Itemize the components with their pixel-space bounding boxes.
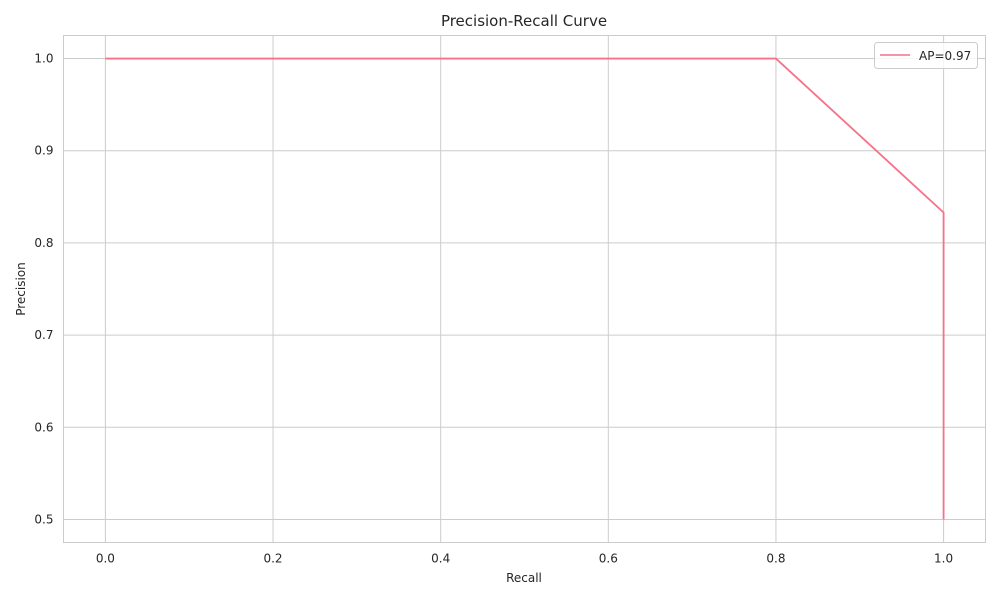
x-tick-label: 0.8 [766,552,785,566]
y-tick-label: 0.5 [34,512,53,526]
series-layer [105,57,945,520]
y-tick-label: 0.7 [34,328,53,342]
x-tick-label: 0.2 [263,552,282,566]
x-tick-label: 0.0 [96,552,115,566]
pr-curve-line [105,57,945,520]
x-tick-label: 1.0 [934,552,953,566]
y-tick-label: 0.8 [34,236,53,250]
y-axis-label: Precision [14,262,28,316]
plot-frame [63,35,986,543]
legend-box [874,42,978,69]
chart-title: Precision-Recall Curve [441,12,607,30]
y-tick-label: 1.0 [34,52,53,66]
y-tick-label: 0.9 [34,144,53,158]
x-tick-label: 0.4 [431,552,450,566]
legend-label: AP=0.97 [919,49,971,63]
x-axis-label: Recall [506,571,542,585]
legend: AP=0.97 [874,42,978,69]
x-tick-label: 0.6 [599,552,618,566]
tick-labels: 0.0 0.2 0.4 0.6 0.8 1.0 0.5 0.6 0.7 0.8 0.9 1.0 [34,52,953,566]
grid [63,35,986,543]
y-tick-label: 0.6 [34,420,53,434]
